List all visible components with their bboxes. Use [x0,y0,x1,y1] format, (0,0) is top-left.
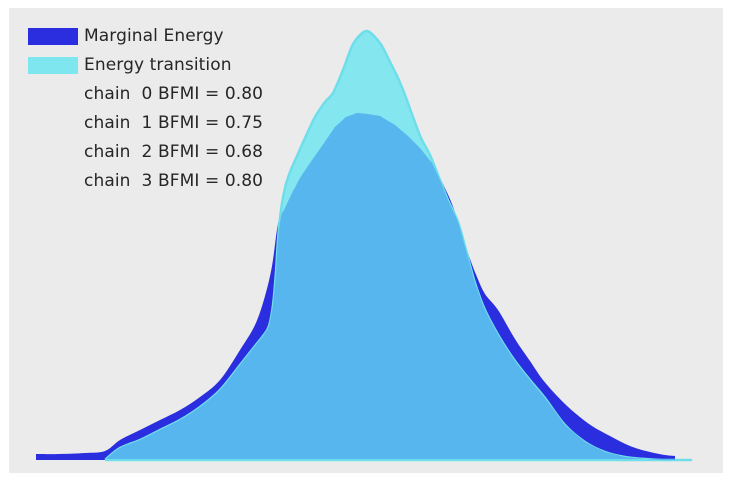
legend-item-marginal-energy: Marginal Energy [28,22,263,51]
marginal-energy-swatch [28,28,78,45]
legend-item-chain-2-bfmi: chain 2 BFMI = 0.68 [28,138,263,167]
chain-2-bfmi-text: chain 2 BFMI = 0.68 [84,142,264,162]
legend-label-energy-transition: Energy transition [84,55,232,75]
legend: Marginal Energy Energy transition chain … [28,22,263,196]
kde-overlap-area [106,112,675,461]
legend-item-chain-1-bfmi: chain 1 BFMI = 0.75 [28,109,263,138]
chain-1-bfmi-text: chain 1 BFMI = 0.75 [84,113,264,133]
legend-item-energy-transition: Energy transition [28,51,263,80]
chain-3-bfmi-text: chain 3 BFMI = 0.80 [84,171,264,191]
legend-label-marginal-energy: Marginal Energy [84,26,224,46]
legend-item-chain-3-bfmi: chain 3 BFMI = 0.80 [28,167,263,196]
chain-0-bfmi-text: chain 0 BFMI = 0.80 [84,84,264,104]
energy-transition-swatch [28,57,78,74]
legend-item-chain-0-bfmi: chain 0 BFMI = 0.80 [28,80,263,109]
